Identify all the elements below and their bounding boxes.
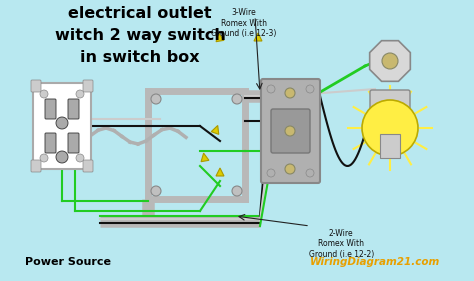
Circle shape xyxy=(151,94,161,104)
Circle shape xyxy=(232,94,242,104)
Circle shape xyxy=(76,90,84,98)
FancyBboxPatch shape xyxy=(31,160,41,172)
FancyBboxPatch shape xyxy=(380,134,400,158)
Circle shape xyxy=(285,88,295,98)
Polygon shape xyxy=(211,126,219,134)
Text: WiringDiagram21.com: WiringDiagram21.com xyxy=(310,257,440,267)
FancyBboxPatch shape xyxy=(68,99,79,119)
Circle shape xyxy=(362,100,418,156)
Polygon shape xyxy=(254,33,262,41)
Text: electrical outlet: electrical outlet xyxy=(68,6,212,21)
FancyBboxPatch shape xyxy=(370,90,410,116)
Circle shape xyxy=(40,154,48,162)
Polygon shape xyxy=(216,33,224,42)
FancyBboxPatch shape xyxy=(271,109,310,153)
Circle shape xyxy=(40,90,48,98)
Text: 3-Wire
Romex With
Ground (i.e 12-3): 3-Wire Romex With Ground (i.e 12-3) xyxy=(211,8,277,38)
Polygon shape xyxy=(216,168,224,176)
FancyBboxPatch shape xyxy=(45,133,56,153)
Text: Power Source: Power Source xyxy=(25,257,111,267)
Circle shape xyxy=(232,186,242,196)
Text: 2-Wire
Romex With
Ground (i.e 12-2): 2-Wire Romex With Ground (i.e 12-2) xyxy=(309,229,374,259)
Polygon shape xyxy=(370,41,410,81)
Text: witch 2 way switch: witch 2 way switch xyxy=(55,28,226,43)
Circle shape xyxy=(151,186,161,196)
Circle shape xyxy=(76,154,84,162)
Circle shape xyxy=(56,117,68,129)
Circle shape xyxy=(267,85,275,93)
Circle shape xyxy=(382,53,398,69)
FancyBboxPatch shape xyxy=(381,111,399,129)
Circle shape xyxy=(285,126,295,136)
FancyBboxPatch shape xyxy=(261,79,320,183)
Circle shape xyxy=(285,164,295,174)
Circle shape xyxy=(306,169,314,177)
Circle shape xyxy=(306,85,314,93)
FancyBboxPatch shape xyxy=(33,83,91,169)
FancyBboxPatch shape xyxy=(83,80,93,92)
FancyBboxPatch shape xyxy=(31,80,41,92)
Circle shape xyxy=(56,151,68,163)
FancyBboxPatch shape xyxy=(83,160,93,172)
FancyBboxPatch shape xyxy=(68,133,79,153)
Text: in switch box: in switch box xyxy=(80,50,200,65)
FancyBboxPatch shape xyxy=(45,99,56,119)
Circle shape xyxy=(267,169,275,177)
Polygon shape xyxy=(201,153,209,162)
